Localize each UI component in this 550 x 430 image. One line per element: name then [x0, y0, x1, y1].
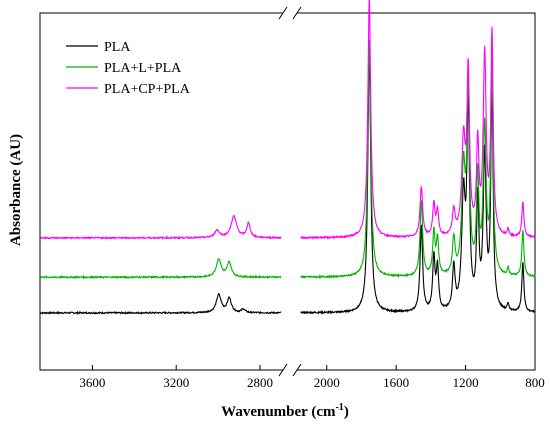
x-tick-label-800: 800 [525, 375, 545, 390]
series-line-pla-l-pla-low-wavenumber [300, 38, 536, 280]
axis-break-mark-bottom-left [278, 363, 288, 377]
series-line-pla-low-wavenumber [300, 53, 536, 315]
legend-label-pla: PLA [104, 40, 131, 55]
series-line-pla-l-pla-high-wavenumber [39, 258, 282, 280]
x-tick-label-1600: 1600 [383, 375, 409, 390]
series-line-pla-high-wavenumber [39, 292, 282, 315]
x-axis-title-sup: -1 [335, 402, 343, 413]
x-tick-label-1200: 1200 [453, 375, 479, 390]
legend: PLA PLA+L+PLA PLA+CP+PLA [66, 40, 191, 97]
x-tick-label-3600: 3600 [79, 375, 105, 390]
series-line-pla-cp-pla-high-wavenumber [39, 214, 282, 241]
axis-break-gap-bottom [283, 365, 297, 375]
legend-label-pla-l-pla: PLA+L+PLA [104, 61, 182, 76]
x-axis-title-main: Wavenumber (cm [221, 404, 336, 420]
axis-break-mark-top-right [292, 6, 302, 20]
x-tick-layer: 3600 3200 2800 2000 1600 1200 800 [79, 365, 545, 390]
series-line-pla-cp-pla-low-wavenumber [300, 0, 536, 241]
x-tick-label-3200: 3200 [163, 375, 189, 390]
legend-label-pla-cp-pla: PLA+CP+PLA [104, 82, 191, 97]
axis-break-mark-bottom-right [292, 363, 302, 377]
x-tick-label-2800: 2800 [247, 375, 273, 390]
x-axis-title-suffix: ) [344, 404, 349, 420]
series-layer [39, 0, 536, 315]
y-axis-title: Absorbance (AU) [8, 134, 24, 246]
x-axis-title: Wavenumber (cm-1) [221, 402, 349, 420]
axis-break-mark-top-left [278, 6, 288, 20]
axis-break-gap-top [283, 8, 297, 18]
x-tick-label-2000: 2000 [314, 375, 340, 390]
